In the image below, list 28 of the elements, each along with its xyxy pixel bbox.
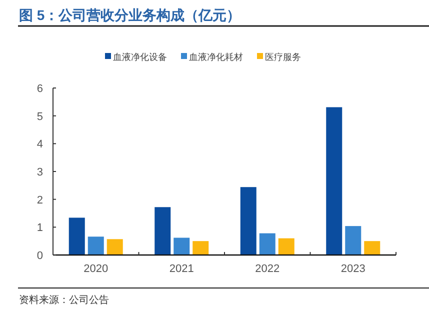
- bar: [154, 207, 171, 255]
- legend-label: 医疗服务: [265, 52, 301, 62]
- bar: [259, 233, 276, 255]
- bar: [364, 241, 380, 255]
- x-tick-label: 2020: [84, 263, 108, 275]
- legend-label: 血液净化设备: [113, 52, 167, 62]
- y-tick-label: 4: [36, 138, 43, 151]
- text: 资料来源：公司公告: [19, 294, 109, 306]
- y-tick-label: 1: [36, 222, 43, 234]
- chart-title: 图 5：公司营收分业务构成（亿元）: [19, 7, 241, 23]
- bar: [88, 236, 104, 255]
- bar: [278, 238, 294, 255]
- x-tick-label: 2023: [340, 263, 366, 275]
- legend-label: 血液净化耗材: [189, 52, 243, 62]
- y-tick-label: 0: [36, 250, 43, 262]
- bar: [174, 238, 190, 255]
- bar: [68, 218, 85, 255]
- y-tick-label: 2: [36, 194, 43, 206]
- y-tick-label: 5: [36, 110, 43, 123]
- y-tick-label: 6: [36, 83, 43, 95]
- bar: [240, 187, 256, 255]
- y-tick-label: 3: [36, 166, 43, 178]
- bar: [106, 239, 123, 255]
- x-tick-label: 2021: [169, 263, 194, 275]
- bar: [345, 226, 362, 255]
- bar: [326, 107, 342, 255]
- bar: [192, 241, 209, 255]
- x-tick-label: 2022: [255, 263, 280, 275]
